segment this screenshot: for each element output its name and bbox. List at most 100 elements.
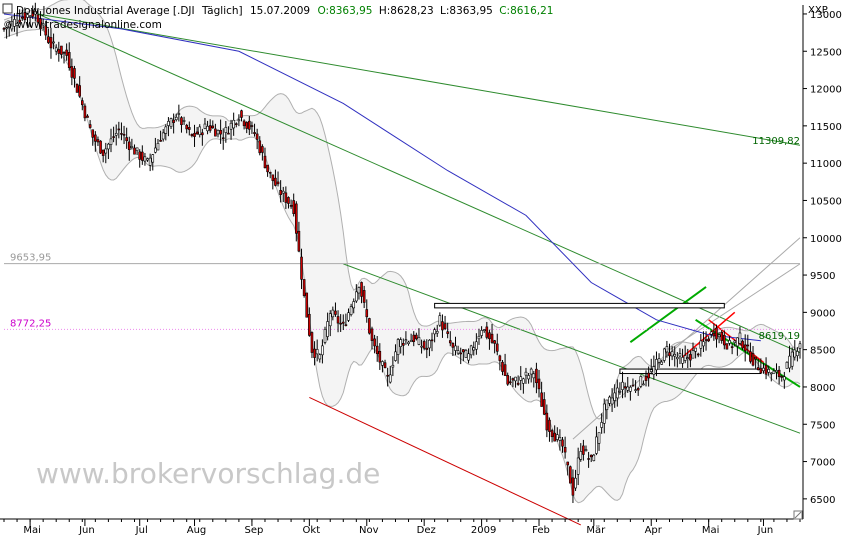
- candle-body: [689, 354, 692, 361]
- candle-body: [31, 10, 35, 17]
- candle-body: [383, 362, 387, 369]
- candle-body: [402, 342, 405, 346]
- close-value: C:8616,21: [499, 5, 553, 17]
- header-checkbox[interactable]: [2, 3, 13, 14]
- candle-body: [177, 113, 181, 115]
- x-tick-label: Apr: [645, 525, 663, 536]
- candle-body: [717, 334, 721, 338]
- candle-body: [125, 137, 128, 142]
- candle-body: [378, 350, 382, 363]
- y-axis: 6500 7000 7500 8000 8500 9000 9500 10000 10500 11…: [803, 10, 842, 506]
- candle-body: [790, 351, 794, 367]
- candle-body: [764, 364, 768, 375]
- candle-body: [707, 338, 710, 342]
- candle-body: [412, 334, 416, 342]
- watermark: www.brokervorschlag.de: [36, 457, 380, 490]
- candle-body: [415, 334, 418, 340]
- candle-body: [242, 120, 246, 127]
- candle-body: [83, 105, 87, 119]
- candle-body: [133, 147, 136, 155]
- candle-body: [167, 121, 170, 126]
- candle-body: [70, 66, 74, 78]
- candle-body: [493, 340, 496, 344]
- candle-body: [480, 330, 483, 336]
- candle-body: [524, 371, 528, 376]
- candle-body: [336, 316, 340, 324]
- y-tick-label: 8500: [810, 346, 835, 357]
- candle-body: [548, 419, 551, 432]
- candle-body: [662, 348, 666, 361]
- candle-body: [57, 49, 61, 54]
- candle-body: [657, 358, 661, 363]
- candle-body: [660, 361, 663, 365]
- candle-body: [785, 361, 789, 369]
- candle-body: [712, 332, 716, 337]
- candle-body: [250, 125, 254, 127]
- y-tick-label: 11500: [810, 122, 842, 133]
- candle-body: [456, 350, 460, 354]
- candle-body: [574, 477, 577, 489]
- candle-body: [62, 51, 66, 54]
- candle-body: [373, 338, 376, 347]
- candle-body: [138, 151, 142, 160]
- candle-body: [514, 376, 517, 382]
- candle-body: [154, 147, 157, 153]
- x-tick-label: Jun: [757, 525, 774, 536]
- candle-body: [266, 164, 269, 173]
- candle-body: [407, 341, 410, 345]
- candle-body: [334, 310, 337, 315]
- candle-body: [362, 290, 366, 303]
- candle-body: [462, 349, 465, 353]
- candle-body: [96, 139, 100, 143]
- candle-body: [328, 313, 332, 327]
- candle-body: [394, 351, 397, 361]
- y-tick-label: 8000: [810, 383, 835, 394]
- candle-body: [788, 355, 791, 369]
- candle-body: [13, 19, 16, 27]
- candle-body: [746, 344, 750, 347]
- candle-body: [365, 309, 369, 318]
- candle-body: [355, 291, 358, 302]
- candle-body: [532, 373, 536, 379]
- candle-body: [305, 292, 309, 318]
- candle-body: [227, 132, 230, 135]
- candle-body: [52, 41, 55, 44]
- candle-body: [255, 133, 259, 140]
- candle-body: [360, 282, 363, 297]
- candle-body: [391, 364, 395, 368]
- candle-body: [642, 383, 645, 386]
- candle-body: [151, 154, 155, 163]
- candle-body: [589, 454, 593, 458]
- candle-body: [709, 331, 713, 335]
- candle-body: [120, 133, 123, 135]
- candle-body: [686, 357, 690, 359]
- x-tick-label: Nov: [359, 525, 379, 536]
- candle-body: [240, 110, 243, 118]
- candle-body: [485, 326, 489, 338]
- x-tick-label: Sep: [245, 525, 264, 536]
- candle-body: [751, 353, 755, 366]
- candle-body: [783, 376, 786, 381]
- candle-body: [331, 309, 335, 318]
- candle-body: [616, 387, 619, 399]
- candle-body: [347, 312, 350, 321]
- candle-body: [396, 339, 400, 355]
- candle-body: [23, 12, 27, 21]
- candle-body: [313, 348, 316, 358]
- candle-body: [80, 100, 84, 106]
- candle-body: [409, 339, 413, 343]
- candle-body: [597, 432, 601, 444]
- candle-body: [221, 137, 225, 140]
- candle-body: [187, 127, 191, 130]
- candle-body: [522, 378, 525, 384]
- candle-body: [370, 328, 374, 341]
- candle-body: [141, 151, 144, 161]
- candle-body: [592, 454, 596, 461]
- candle-body: [519, 376, 523, 381]
- candle-body: [699, 340, 703, 349]
- candle-body: [78, 85, 81, 97]
- candle-body: [232, 119, 235, 129]
- candle-body: [582, 445, 585, 455]
- candle-body: [122, 133, 126, 136]
- candle-body: [36, 14, 40, 23]
